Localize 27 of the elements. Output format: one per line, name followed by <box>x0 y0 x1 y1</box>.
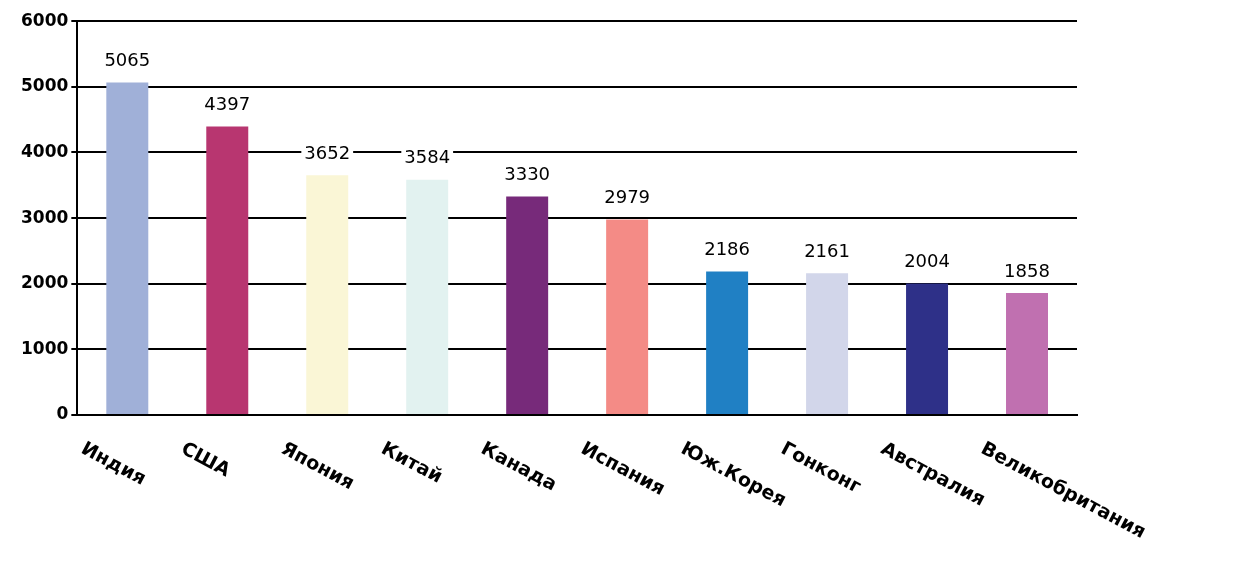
data-label: 3584 <box>404 146 451 168</box>
data-label: 1858 <box>1004 259 1050 281</box>
y-tick-label: 2000 <box>20 272 69 293</box>
bar <box>306 175 349 414</box>
y-tick-label: 3000 <box>20 206 69 227</box>
y-tick-label: 1000 <box>20 337 69 358</box>
data-label: 2979 <box>604 186 651 208</box>
bar <box>506 196 549 414</box>
bar <box>106 82 149 414</box>
bar <box>706 271 749 414</box>
bar <box>906 283 949 414</box>
bar <box>806 273 849 414</box>
bar <box>606 219 649 414</box>
y-tick-label: 0 <box>56 403 69 424</box>
y-tick-label: 5000 <box>20 75 69 96</box>
data-label: 3330 <box>504 163 551 185</box>
data-label: 2004 <box>904 250 950 272</box>
bar <box>206 126 249 414</box>
y-tick-label: 6000 <box>20 9 69 30</box>
data-label: 4397 <box>204 93 251 115</box>
bar <box>406 179 449 414</box>
data-label: 2161 <box>804 239 850 261</box>
data-label: 3652 <box>304 141 351 163</box>
data-label: 5065 <box>104 49 151 71</box>
bar <box>1006 293 1049 414</box>
data-label: 2186 <box>704 238 751 260</box>
y-tick-label: 4000 <box>20 140 69 161</box>
